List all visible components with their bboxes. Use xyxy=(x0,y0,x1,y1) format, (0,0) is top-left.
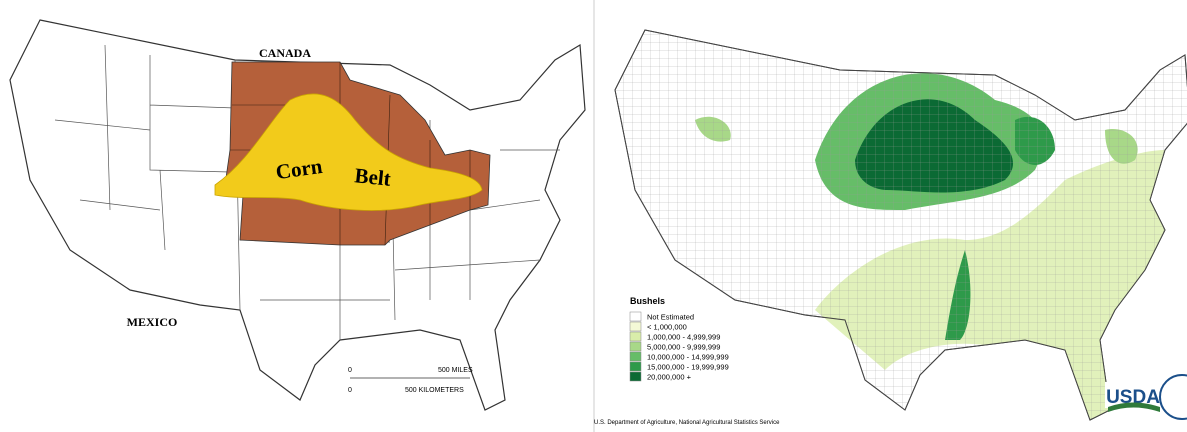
legend-label: Not Estimated xyxy=(647,313,694,322)
logo-text: USDA xyxy=(1106,387,1160,408)
county-lines xyxy=(614,29,1187,421)
legend-label: 1,000,000 - 4,999,999 xyxy=(647,333,720,342)
corn-belt-region xyxy=(214,93,483,211)
scale-label: 0 xyxy=(348,387,352,394)
usda-logo: USDA xyxy=(1105,374,1187,420)
legend-swatch xyxy=(629,361,642,372)
legend-label: 20,000,000 + xyxy=(647,373,692,382)
legend-label: 10,000,000 - 14,999,999 xyxy=(647,353,729,362)
legend-label: 15,000,000 - 19,999,999 xyxy=(647,363,729,372)
scale-label: 0 xyxy=(348,367,352,374)
legend-swatch xyxy=(629,321,642,332)
legend-label: < 1,000,000 xyxy=(647,323,687,332)
legend-swatch xyxy=(629,331,642,342)
legend-swatch xyxy=(629,371,642,382)
source-note: U.S. Department of Agriculture, National… xyxy=(594,420,780,426)
region-label: Belt xyxy=(353,163,391,191)
legend: Bushels Not Estimated< 1,000,0001,000,00… xyxy=(629,296,729,382)
scale-bar: 0 500 MILES 0 500 KILOMETERS xyxy=(348,367,473,394)
country-label: MEXICO xyxy=(127,315,178,329)
country-label: CANADA xyxy=(259,46,311,60)
legend-title: Bushels xyxy=(630,296,665,306)
legend-label: 5,000,000 - 9,999,999 xyxy=(647,343,720,352)
logo-emblem xyxy=(1159,374,1187,420)
corn-production-map xyxy=(614,29,1187,421)
logo-swoosh xyxy=(1108,402,1160,412)
legend-swatch xyxy=(629,351,642,362)
legend-swatch xyxy=(629,311,642,322)
scale-label: 500 MILES xyxy=(438,367,473,374)
scale-label: 500 KILOMETERS xyxy=(405,387,464,394)
corn-belt-map: CANADA Corn Belt MEXICO 0 500 MILES 0 50… xyxy=(9,19,586,411)
legend-swatch xyxy=(629,341,642,352)
